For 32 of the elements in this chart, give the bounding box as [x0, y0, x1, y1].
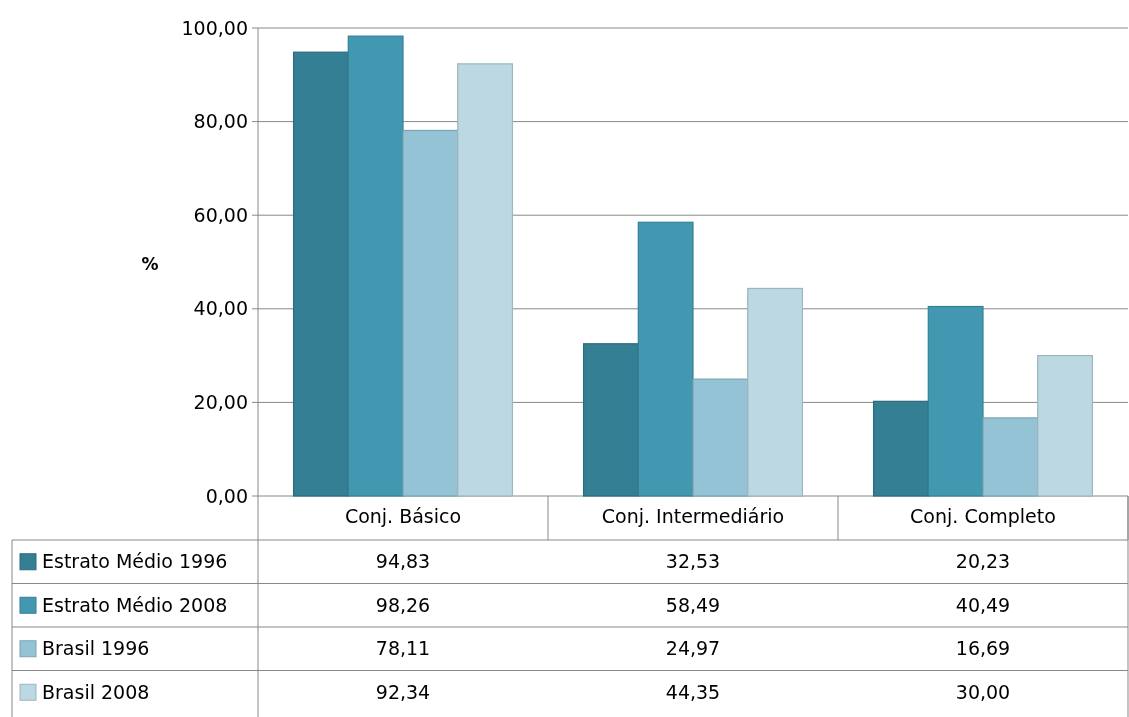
y-tick-label: 0,00 [205, 484, 248, 507]
data-label: 20,23 [955, 550, 1011, 573]
x-tick-label: Conj. Completo [910, 505, 1056, 527]
legend-label: Estrato Médio 1996 [42, 550, 228, 573]
data-label: 16,69 [955, 637, 1011, 660]
data-label: 24,97 [665, 637, 721, 660]
bar [982, 417, 1039, 497]
legend-label: Brasil 1996 [42, 637, 150, 660]
y-axis-title: % [141, 254, 159, 274]
data-label: 44,35 [665, 680, 721, 703]
data-label: 92,34 [375, 680, 431, 703]
data-label: 78,11 [375, 637, 431, 660]
bar [402, 129, 459, 497]
legend-label: Estrato Médio 2008 [42, 593, 228, 616]
bar [457, 63, 514, 497]
bar [1037, 355, 1094, 497]
y-tick-label: 20,00 [193, 391, 248, 414]
x-tick-label: Conj. Intermediário [601, 505, 785, 527]
data-label: 32,53 [665, 550, 721, 573]
legend-label: Brasil 2008 [42, 680, 150, 703]
data-label: 98,26 [375, 593, 431, 616]
data-label: 58,49 [665, 593, 721, 616]
y-tick-label: 60,00 [193, 203, 248, 226]
bar [692, 378, 749, 497]
data-label: 30,00 [955, 680, 1011, 703]
x-tick-label: Conj. Básico [344, 505, 462, 527]
data-label: 94,83 [375, 550, 431, 573]
bar [747, 287, 804, 497]
data-label: 40,49 [955, 593, 1011, 616]
y-tick-label: 100,00 [181, 16, 248, 39]
y-tick-label: 40,00 [193, 297, 248, 320]
y-tick-label: 80,00 [193, 110, 248, 133]
